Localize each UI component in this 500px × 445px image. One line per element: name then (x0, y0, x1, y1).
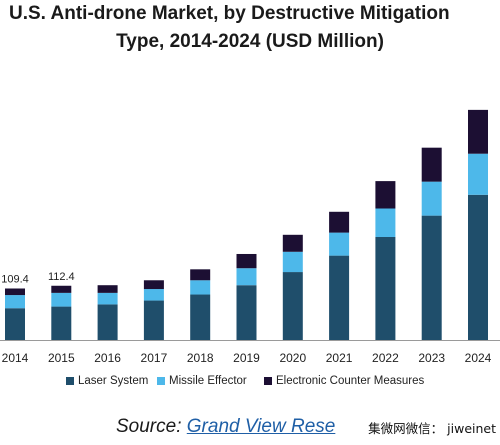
bar-2020-electronic-counter-measures (282, 234, 303, 252)
legend-swatch-missile-effector (157, 377, 165, 385)
bar-2016-electronic-counter-measures (97, 285, 118, 293)
legend-item-missile-effector: Missile Effector (157, 375, 247, 387)
bar-2015-laser-system (51, 306, 72, 340)
bar-2017-missile-effector (143, 289, 164, 301)
x-tick-label-2023: 2023 (418, 351, 445, 365)
bar-2020-laser-system (282, 272, 303, 340)
bar-2021-missile-effector (329, 232, 350, 256)
bar-2014-laser-system (5, 308, 25, 340)
watermark-text: 集微网微信： jiweinet (362, 418, 500, 444)
bar-2023-electronic-counter-measures (421, 147, 442, 182)
bar-2016-laser-system (97, 304, 118, 340)
x-tick-label-2019: 2019 (233, 351, 260, 365)
data-label-2015: 112.4 (48, 271, 75, 283)
bar-2023-laser-system (421, 215, 442, 340)
bar-2015-electronic-counter-measures (51, 285, 72, 293)
bar-2014-electronic-counter-measures (5, 288, 25, 296)
bar-2018-missile-effector (190, 280, 211, 295)
bar-2017-electronic-counter-measures (143, 280, 164, 290)
x-tick-label-2014: 2014 (2, 351, 29, 365)
x-tick-label-2018: 2018 (187, 351, 214, 365)
bar-2019-electronic-counter-measures (236, 253, 257, 269)
x-tick-label-2020: 2020 (279, 351, 306, 365)
x-tick-label-2017: 2017 (141, 351, 168, 365)
chart-title-line-1: U.S. Anti-drone Market, by Destructive M… (9, 3, 450, 24)
legend-item-electronic-counter-measures: Electronic Counter Measures (264, 375, 424, 387)
bar-2019-missile-effector (236, 268, 257, 286)
bar-2018-laser-system (190, 294, 211, 340)
x-tick-label-2022: 2022 (372, 351, 399, 365)
bar-2016-missile-effector (97, 292, 118, 305)
source-prefix: Source: (116, 416, 182, 437)
source-credit: Source: Grand View Rese (116, 416, 335, 438)
chart-title-line-2: Type, 2014-2024 (USD Million) (116, 31, 384, 52)
legend-item-laser-system: Laser System (66, 375, 148, 387)
legend-swatch-electronic-counter-measures (264, 377, 272, 385)
bar-2017-laser-system (143, 300, 164, 340)
legend-label-laser-system: Laser System (78, 375, 149, 387)
chart-legend: Laser System Missile Effector Electronic… (0, 374, 500, 392)
legend-label-missile-effector: Missile Effector (169, 375, 247, 387)
bar-2022-electronic-counter-measures (375, 181, 396, 209)
data-label-2014: 109.4 (1, 273, 29, 285)
legend-swatch-laser-system (66, 377, 74, 385)
bar-2024-laser-system (468, 194, 488, 340)
bar-2019-laser-system (236, 285, 257, 340)
bar-2021-electronic-counter-measures (329, 211, 350, 233)
bar-2020-missile-effector (282, 251, 303, 273)
bar-2014-missile-effector (5, 295, 25, 309)
bar-2024-electronic-counter-measures (468, 109, 488, 154)
x-tick-label-2016: 2016 (94, 351, 121, 365)
x-tick-label-2021: 2021 (326, 351, 353, 365)
x-tick-label-2015: 2015 (48, 351, 75, 365)
bar-2015-missile-effector (51, 292, 72, 307)
legend-label-electronic-counter-measures: Electronic Counter Measures (276, 375, 425, 387)
bar-2022-laser-system (375, 236, 396, 340)
bar-2024-missile-effector (468, 153, 488, 195)
x-tick-label-2024: 2024 (465, 351, 492, 365)
bar-2018-electronic-counter-measures (190, 269, 211, 281)
source-link[interactable]: Grand View Rese (186, 416, 336, 437)
bar-2023-missile-effector (421, 181, 442, 216)
bar-2022-missile-effector (375, 208, 396, 237)
stacked-bar-chart: 2014 109.4 2015 112.4 2016 2017 2018 2019 2020 20… (0, 109, 500, 365)
bar-2021-laser-system (329, 255, 350, 340)
